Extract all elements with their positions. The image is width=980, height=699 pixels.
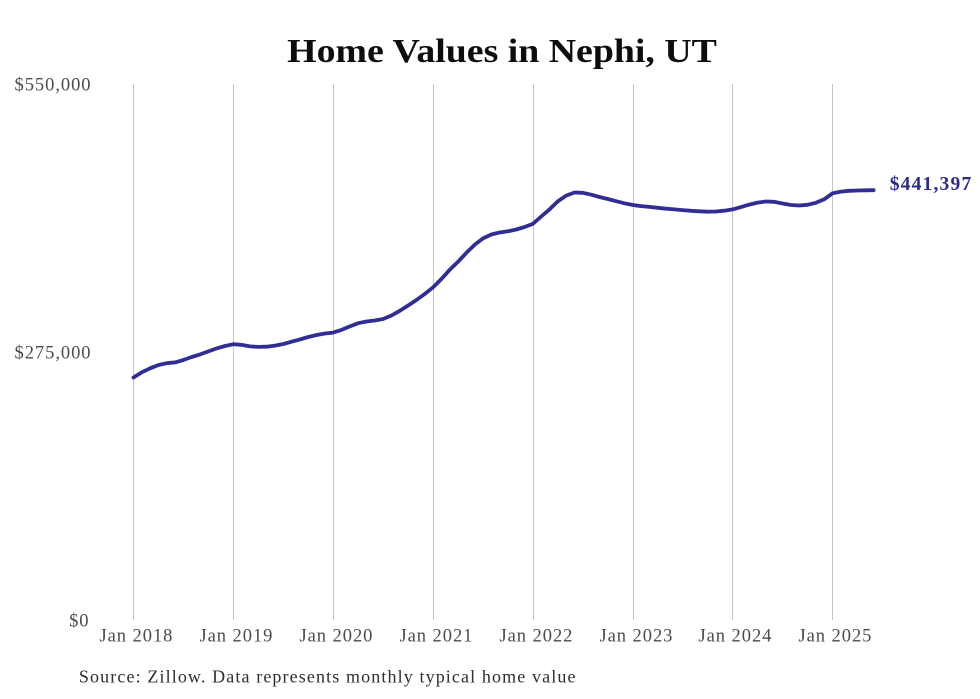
svg-text:Jan 2024: Jan 2024 [698, 627, 772, 647]
svg-text:Jan 2019: Jan 2019 [199, 627, 273, 647]
svg-text:$275,000: $275,000 [15, 343, 92, 363]
svg-text:Source: Zillow. Data represent: Source: Zillow. Data represents monthly … [79, 667, 577, 687]
svg-text:Jan 2025: Jan 2025 [798, 627, 872, 647]
svg-text:Home Values in Nephi, UT: Home Values in Nephi, UT [287, 32, 717, 70]
svg-text:Jan 2018: Jan 2018 [99, 627, 173, 647]
svg-text:Jan 2021: Jan 2021 [399, 627, 473, 647]
svg-text:Jan 2023: Jan 2023 [599, 627, 673, 647]
svg-text:$550,000: $550,000 [15, 76, 92, 96]
svg-text:Jan 2022: Jan 2022 [499, 627, 573, 647]
svg-text:$0: $0 [69, 612, 89, 632]
svg-text:Jan 2020: Jan 2020 [299, 627, 373, 647]
svg-text:$441,397: $441,397 [890, 174, 973, 195]
